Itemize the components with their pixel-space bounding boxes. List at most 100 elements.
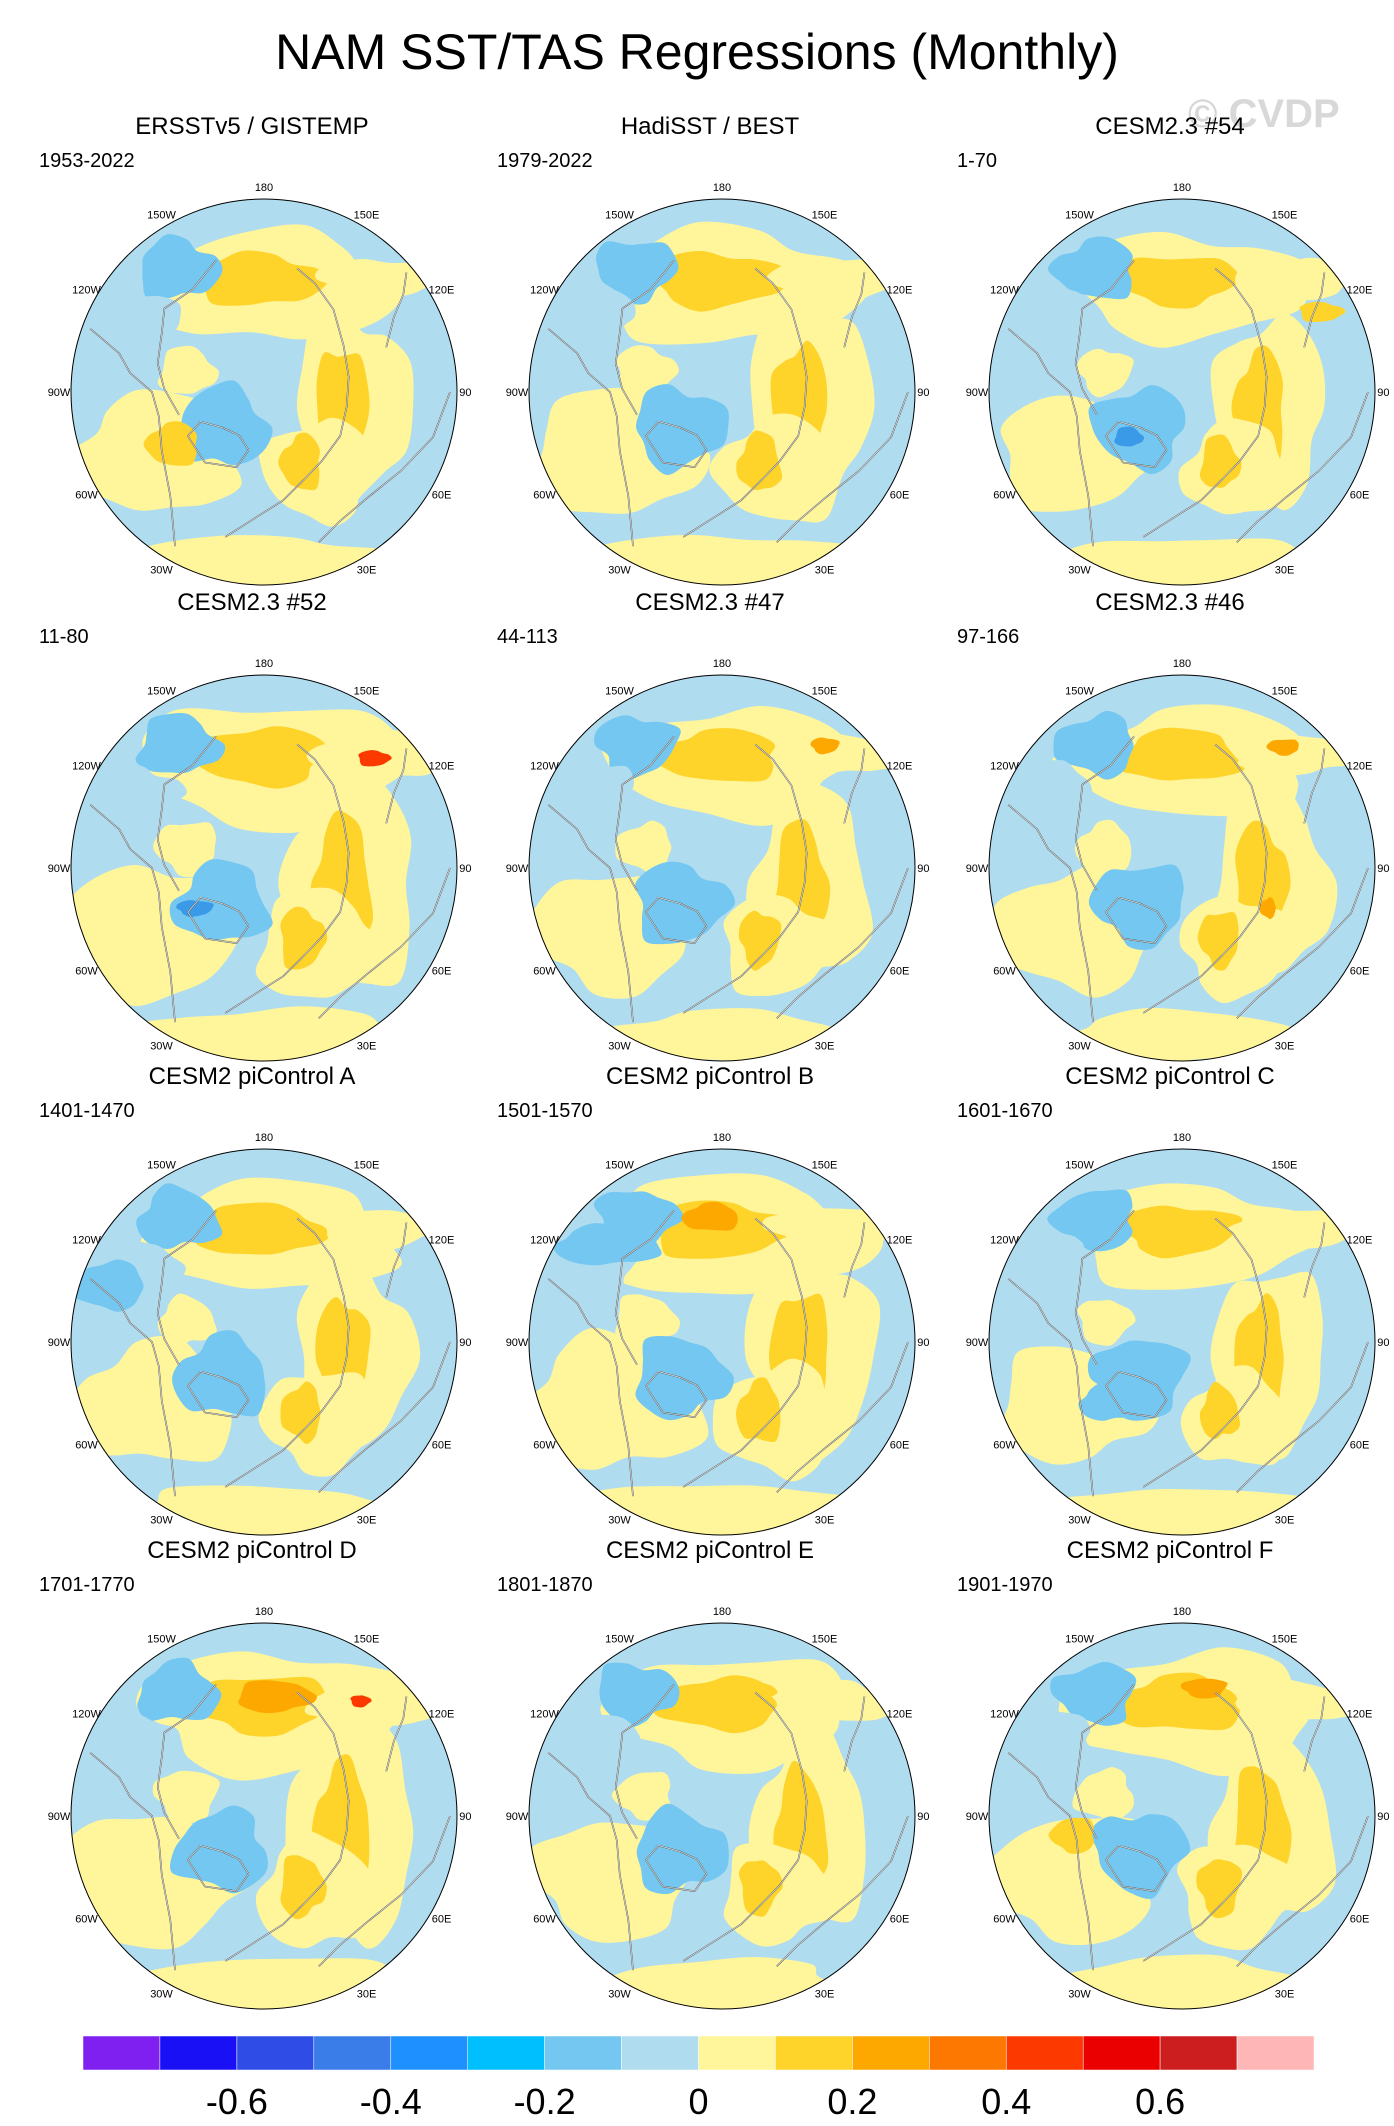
- polar-map: 180150E120E90E60E30E030W60W90W120W150W: [48, 1132, 472, 1536]
- anomaly-region: [143, 421, 197, 466]
- map-border: [70, 198, 458, 586]
- coastline-highlight: [1303, 272, 1325, 348]
- anomaly-region: [1088, 385, 1186, 475]
- panel-years: 1979-2022: [497, 150, 593, 172]
- longitude-label: 30E: [815, 1041, 835, 1053]
- longitude-label: 90E: [459, 387, 472, 399]
- anomaly-region: [543, 765, 635, 826]
- anomaly-region: [1045, 1488, 1315, 1535]
- map-border: [528, 674, 916, 1062]
- colorbar-boxes: [82, 2035, 1315, 2071]
- map-border: [988, 198, 1376, 586]
- coastline-highlight: [776, 1341, 909, 1493]
- longitude-label: 120E: [887, 1709, 913, 1721]
- anomaly-region: [1197, 912, 1239, 971]
- anomaly-region: [1050, 1661, 1137, 1726]
- longitude-label: 150W: [605, 686, 634, 698]
- coastline-highlight: [776, 391, 909, 543]
- longitude-label: 30W: [150, 1515, 173, 1527]
- longitude-label: 30E: [1275, 1041, 1295, 1053]
- anomaly-region: [1266, 739, 1299, 756]
- longitude-label: 60W: [75, 1440, 98, 1452]
- longitude-label: 60W: [993, 490, 1016, 502]
- longitude-label: 90W: [48, 1811, 71, 1823]
- longitude-label: 150E: [1272, 1160, 1298, 1172]
- coastline-highlight: [548, 804, 634, 1023]
- coastline-highlight: [843, 748, 865, 824]
- longitude-label: 180: [1173, 182, 1191, 194]
- longitude-label: 60E: [1350, 1440, 1370, 1452]
- longitude-label: 150W: [605, 1160, 634, 1172]
- anomaly-region: [278, 432, 320, 491]
- anomaly-region: [304, 1678, 443, 1726]
- longitude-label: 90E: [917, 863, 930, 875]
- panel-years: 1801-1870: [497, 1574, 593, 1596]
- panel-title: HadiSST / BEST: [620, 113, 800, 140]
- longitude-label: 60E: [890, 1440, 910, 1452]
- longitude-label: 30W: [608, 565, 631, 577]
- coastline-highlight: [1236, 867, 1369, 1019]
- longitude-label: 60E: [890, 1914, 910, 1926]
- longitude-label: 150E: [812, 1160, 838, 1172]
- polar-map: 180150E120E90E60E30E030W60W90W120W150W: [506, 658, 930, 1062]
- longitude-label: 30E: [357, 565, 377, 577]
- longitude-label: 150W: [605, 1634, 634, 1646]
- colorbar-box: [236, 2035, 315, 2071]
- colorbar-label: 0.4: [981, 2081, 1031, 2122]
- anomaly-region: [545, 1715, 641, 1775]
- anomaly-region: [1090, 1814, 1191, 1899]
- anomaly-region: [1002, 286, 1101, 343]
- anomaly-region: [998, 1711, 1096, 1768]
- anomaly-region: [1077, 348, 1134, 398]
- panel-years: 1701-1770: [39, 1574, 135, 1596]
- coastline-highlight: [1075, 736, 1135, 891]
- anomaly-region: [635, 1335, 734, 1421]
- longitude-label: 180: [255, 1132, 273, 1144]
- anomaly-region: [594, 715, 681, 781]
- anomaly-region: [280, 1855, 327, 1920]
- coastline-highlight: [615, 260, 675, 415]
- coastline-highlight: [90, 804, 176, 1023]
- anomaly-region: [71, 1259, 144, 1312]
- longitude-label: 30E: [357, 1989, 377, 2001]
- coastline-highlight: [615, 736, 675, 891]
- coastline-highlight: [683, 1218, 808, 1488]
- colorbar-box: [390, 2035, 468, 2071]
- longitude-label: 180: [255, 182, 273, 194]
- anomaly-region: [1047, 1189, 1133, 1252]
- coastline-highlight: [1008, 804, 1094, 1023]
- colorbar-box: [929, 2035, 1007, 2071]
- coastline-highlight: [187, 897, 249, 944]
- anomaly-region: [1047, 538, 1300, 585]
- coastline-highlight: [1143, 268, 1268, 538]
- map-border: [988, 1622, 1376, 2010]
- longitude-label: 60W: [993, 1440, 1016, 1452]
- coastline-highlight: [1303, 1222, 1325, 1298]
- longitude-label: 90W: [48, 863, 71, 875]
- anomaly-region: [314, 259, 443, 302]
- longitude-label: 30W: [150, 1041, 173, 1053]
- coastline-highlight: [683, 744, 808, 1014]
- anomaly-region: [280, 1381, 321, 1445]
- map-panel-11: CESM2 piControl E 1801-1870 180 150E 120E 9…: [480, 1536, 940, 2011]
- map-panel-1: ERSSTv5 / GISTEMP 1953-2022 180 150E 120E 9…: [22, 112, 482, 587]
- polar-map: 180150E120E90E60E30E030W60W90W120W150W: [506, 182, 930, 586]
- anomaly-region: [280, 906, 328, 970]
- anomaly-region: [580, 534, 871, 585]
- longitude-label: 150E: [354, 686, 380, 698]
- map-panel-9: CESM2 piControl C 1601-1670 180 150E 120E 9…: [940, 1062, 1394, 1537]
- longitude-label: 90E: [459, 1811, 472, 1823]
- coastline-highlight: [548, 1278, 634, 1497]
- longitude-label: 60E: [432, 1440, 452, 1452]
- anomaly-region: [1109, 727, 1245, 781]
- anomaly-region: [1196, 1859, 1243, 1919]
- anomaly-region: [762, 1208, 907, 1253]
- anomaly-region: [1235, 257, 1350, 301]
- longitude-label: 60E: [1350, 1914, 1370, 1926]
- longitude-label: 120W: [530, 1709, 559, 1721]
- anomaly-region: [645, 728, 776, 782]
- longitude-label: 60E: [1350, 490, 1370, 502]
- panel-years: 97-166: [957, 626, 1020, 648]
- longitude-label: 60W: [533, 490, 556, 502]
- anomaly-region: [1227, 1210, 1348, 1249]
